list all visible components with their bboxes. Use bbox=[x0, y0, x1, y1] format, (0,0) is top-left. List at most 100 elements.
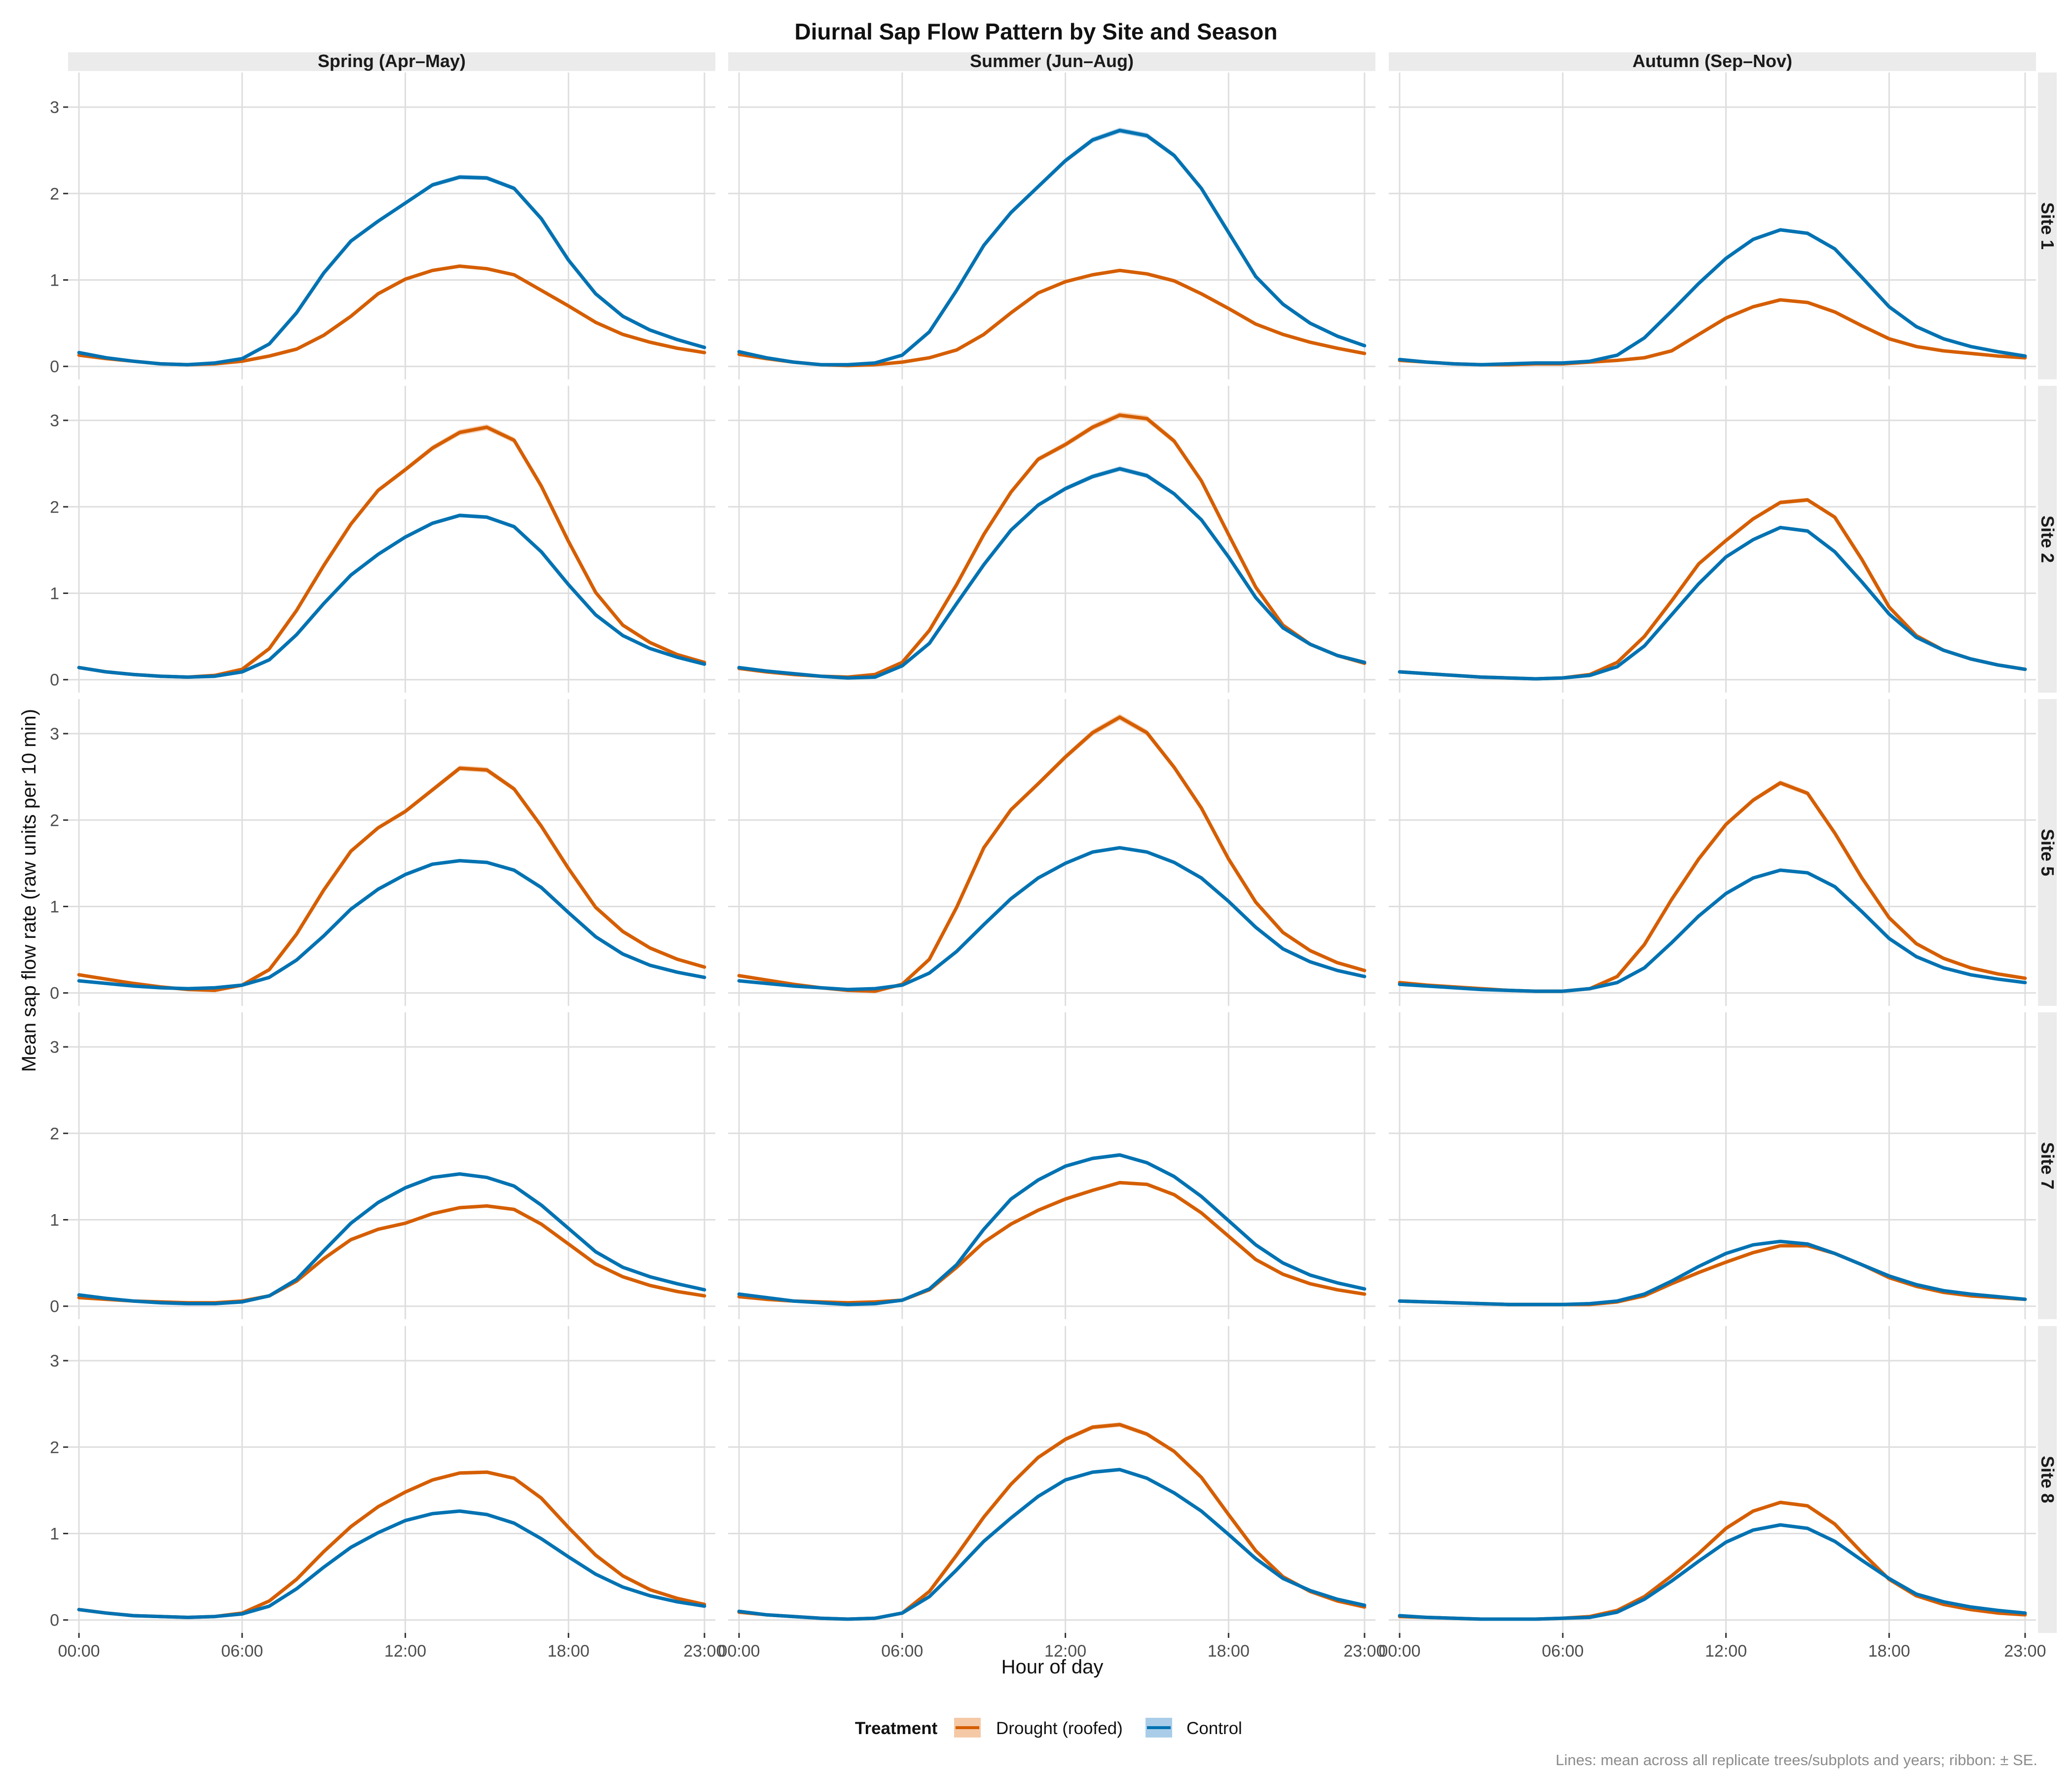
series-line-control bbox=[737, 1468, 1367, 1621]
x-tick-label: 23:00 bbox=[1343, 1642, 1385, 1661]
panel-site-7-autumn-sep-nov bbox=[1389, 1012, 2036, 1319]
ribbon-drought-roofed bbox=[739, 1422, 1365, 1620]
strip-bg bbox=[2038, 73, 2057, 379]
chart-title: Diurnal Sap Flow Pattern by Site and Sea… bbox=[795, 19, 1278, 44]
ribbon-control bbox=[79, 1172, 704, 1304]
strip-site-5: Site 5 bbox=[2037, 699, 2058, 1006]
panel-site-7-spring-apr-may bbox=[68, 1012, 715, 1319]
ribbon-control bbox=[79, 175, 704, 366]
ribbon-drought-roofed bbox=[1400, 780, 2025, 992]
series-line-control bbox=[1398, 1523, 2027, 1621]
legend-label-control: Control bbox=[1186, 1719, 1242, 1738]
series-line-control bbox=[77, 859, 706, 991]
strip-bg bbox=[2038, 699, 2057, 1006]
ribbon-drought-roofed bbox=[739, 1181, 1365, 1304]
strip-bg bbox=[2038, 1326, 2057, 1633]
series-line-control bbox=[77, 175, 706, 367]
y-tick-label: 1 bbox=[50, 898, 59, 917]
strip-bg bbox=[2038, 1012, 2057, 1319]
y-tick-label: 2 bbox=[50, 1438, 59, 1457]
y-tick-label: 0 bbox=[50, 358, 59, 376]
y-tick-label: 0 bbox=[50, 671, 59, 690]
row-strip-label: Site 7 bbox=[2037, 1142, 2058, 1189]
ribbon-control bbox=[1400, 868, 2025, 992]
y-tick-label: 3 bbox=[50, 1352, 59, 1370]
y-tick-label: 3 bbox=[50, 1038, 59, 1057]
series-line-drought-roofed bbox=[1398, 1244, 2027, 1306]
strip-autumn-sep-nov: Autumn (Sep–Nov) bbox=[1389, 51, 2036, 71]
x-tick-label: 12:00 bbox=[1044, 1642, 1086, 1661]
legend: Treatment Drought (roofed) Control bbox=[855, 1718, 1242, 1738]
chart-caption: Lines: mean across all replicate trees/s… bbox=[1555, 1751, 2037, 1769]
y-tick-label: 2 bbox=[50, 498, 59, 517]
y-tick-label: 3 bbox=[50, 725, 59, 743]
y-tick-label: 1 bbox=[50, 1525, 59, 1544]
strip-bg bbox=[1389, 52, 2036, 71]
strip-spring-apr-may: Spring (Apr–May) bbox=[68, 51, 715, 71]
x-tick-label: 00:00 bbox=[58, 1642, 100, 1661]
ribbon-control bbox=[739, 1468, 1365, 1620]
column-strip-label: Spring (Apr–May) bbox=[318, 51, 466, 71]
series-line-drought-roofed bbox=[737, 268, 1367, 368]
y-tick-label: 0 bbox=[50, 1611, 59, 1630]
y-axis-title: Mean sap flow rate (raw units per 10 min… bbox=[18, 709, 40, 1072]
y-tick-label: 1 bbox=[50, 1211, 59, 1230]
x-tick-label: 06:00 bbox=[221, 1642, 263, 1661]
series-line-drought-roofed bbox=[77, 425, 706, 679]
ribbon-control bbox=[1400, 1523, 2025, 1620]
series-line-control bbox=[77, 514, 706, 679]
ribbon-control bbox=[1400, 525, 2025, 680]
legend-label-drought: Drought (roofed) bbox=[996, 1719, 1123, 1738]
panel-site-1-autumn-sep-nov bbox=[1389, 73, 2036, 379]
strip-site-2: Site 2 bbox=[2037, 386, 2058, 693]
series-line-control bbox=[737, 846, 1367, 992]
panel-site-1-summer-jun-aug bbox=[728, 73, 1375, 379]
row-strip-label: Site 2 bbox=[2037, 516, 2058, 563]
row-strip-label: Site 8 bbox=[2037, 1456, 2058, 1503]
x-tick-label: 23:00 bbox=[2004, 1642, 2046, 1661]
panel-site-8-autumn-sep-nov bbox=[1389, 1326, 2036, 1633]
strip-bg bbox=[68, 52, 715, 71]
ribbon-control bbox=[1400, 228, 2025, 366]
panels-layer bbox=[68, 73, 2036, 1633]
series-line-drought-roofed bbox=[77, 1470, 706, 1619]
y-tick-label: 0 bbox=[50, 984, 59, 1003]
panel-site-8-summer-jun-aug bbox=[728, 1326, 1375, 1633]
series-line-drought-roofed bbox=[737, 715, 1367, 993]
series-line-control bbox=[1398, 228, 2027, 367]
panel-site-2-autumn-sep-nov bbox=[1389, 386, 2036, 693]
ribbon-drought-roofed bbox=[1400, 497, 2025, 680]
panel-site-5-summer-jun-aug bbox=[728, 699, 1375, 1006]
ribbon-drought-roofed bbox=[739, 269, 1365, 367]
column-strip-label: Summer (Jun–Aug) bbox=[970, 51, 1134, 71]
panel-site-7-summer-jun-aug bbox=[728, 1012, 1375, 1319]
y-tick-label: 3 bbox=[50, 98, 59, 117]
y-tick-label: 1 bbox=[50, 271, 59, 290]
y-tick-label: 2 bbox=[50, 185, 59, 203]
x-tick-label: 18:00 bbox=[548, 1642, 590, 1661]
series-line-drought-roofed bbox=[737, 1181, 1367, 1305]
panel-site-5-autumn-sep-nov bbox=[1389, 699, 2036, 1006]
panel-site-2-summer-jun-aug bbox=[728, 386, 1375, 693]
series-line-control bbox=[737, 1153, 1367, 1306]
series-line-drought-roofed bbox=[77, 766, 706, 992]
y-tick-label: 0 bbox=[50, 1297, 59, 1316]
strip-site-8: Site 8 bbox=[2037, 1326, 2058, 1633]
legend-title: Treatment bbox=[855, 1719, 938, 1738]
ribbon-control bbox=[79, 859, 704, 990]
strips-layer: Spring (Apr–May) Summer (Jun–Aug) Autumn (… bbox=[68, 51, 2058, 1633]
ribbon-drought-roofed bbox=[739, 714, 1365, 992]
series-line-control bbox=[737, 467, 1367, 680]
x-tick-label: 00:00 bbox=[1379, 1642, 1421, 1661]
axes-layer: 0 1 2 3 0 1 2 3 0 1 2 3 0 1 2 3 0 1 2 3 00:00 06:00 12:00 18:00… bbox=[50, 98, 2046, 1661]
ribbon-drought-roofed bbox=[79, 765, 704, 991]
series-line-drought-roofed bbox=[1398, 781, 2027, 993]
x-tick-label: 06:00 bbox=[1542, 1642, 1584, 1661]
series-line-control bbox=[1398, 1239, 2027, 1306]
series-line-drought-roofed bbox=[77, 264, 706, 367]
panel-site-8-spring-apr-may bbox=[68, 1326, 715, 1633]
series-line-control bbox=[737, 128, 1367, 367]
ribbon-drought-roofed bbox=[1400, 1245, 2025, 1305]
strip-site-1: Site 1 bbox=[2037, 73, 2058, 379]
x-tick-label: 23:00 bbox=[683, 1642, 725, 1661]
